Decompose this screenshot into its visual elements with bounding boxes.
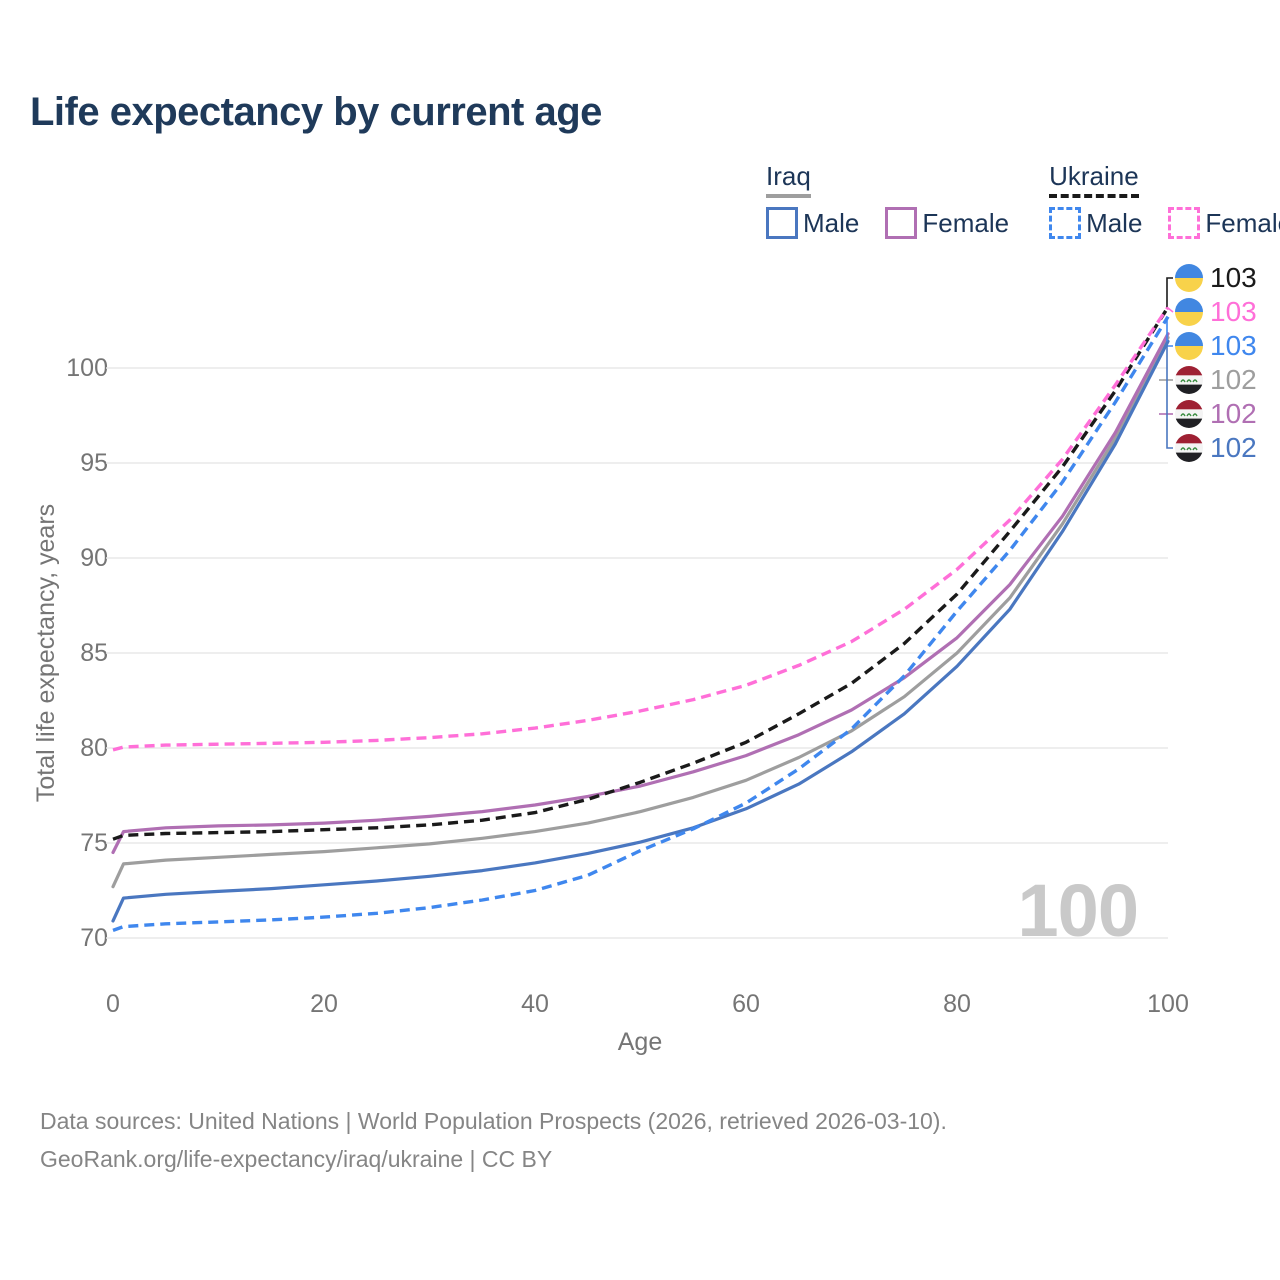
series-line-ukraine-female[interactable]: [112, 306, 1170, 752]
x-tick-label-20: 20: [310, 990, 338, 1018]
page-title: Life expectancy by current age: [30, 90, 602, 134]
end-label-row-ukraine-both-sexes: 103: [1175, 264, 1257, 292]
end-label-connector-1: [1166, 306, 1174, 313]
legend-item-iraq-male[interactable]: Male: [766, 207, 859, 239]
end-label-value: 103: [1210, 262, 1257, 293]
iraq-flag-icon: [1175, 400, 1203, 428]
x-tick-label-40: 40: [521, 990, 549, 1018]
x-axis-title: Age: [617, 1028, 663, 1056]
source-line-2: GeoRank.org/life-expectancy/iraq/ukraine…: [40, 1146, 553, 1172]
legend-country-ukraine[interactable]: Ukraine: [1049, 161, 1139, 198]
iraq-flag-icon: [1175, 366, 1203, 394]
end-label-row-iraq-female: 102: [1175, 400, 1257, 428]
legend-item-ukraine-female[interactable]: Female: [1168, 207, 1280, 239]
ukraine-flag-icon: [1175, 298, 1203, 326]
legend-item-label: Female: [922, 207, 1010, 238]
y-tick-label-95: 95: [80, 449, 108, 477]
iraq-flag-icon: [1175, 434, 1203, 462]
ukraine-flag-icon: [1175, 264, 1203, 292]
end-label-connector-5: [1166, 341, 1173, 449]
end-label-value: 102: [1210, 432, 1257, 463]
legend-item-iraq-female[interactable]: Female: [885, 207, 1009, 239]
source-line-1: Data sources: United Nations | World Pop…: [40, 1108, 947, 1134]
series-line-iraq-both-sexes[interactable]: [111, 336, 1170, 889]
end-label-value: 103: [1210, 296, 1257, 327]
end-label-row-ukraine-male: 103: [1175, 332, 1257, 360]
series-line-ukraine-both-sexes[interactable]: [112, 306, 1170, 841]
y-tick-label-75: 75: [80, 829, 108, 857]
y-tick-label-70: 70: [80, 924, 108, 952]
legend-item-label: Male: [803, 207, 860, 238]
y-tick-label-85: 85: [80, 639, 108, 667]
end-label-value: 102: [1210, 398, 1257, 429]
end-label-row-iraq-both-sexes: 102: [1175, 366, 1257, 394]
series-line-ukraine-male[interactable]: [112, 315, 1170, 932]
ukraine-flag-icon: [1175, 332, 1203, 360]
end-label-row-ukraine-female: 103: [1175, 298, 1257, 326]
series-line-iraq-female[interactable]: [111, 332, 1170, 855]
legend: Iraq Male Female Ukraine Male Female: [766, 161, 1280, 239]
legend-item-label: Female: [1205, 207, 1280, 238]
y-tick-label-100: 100: [66, 354, 108, 382]
x-tick-label-0: 0: [106, 990, 120, 1018]
legend-item-label: Male: [1086, 207, 1143, 238]
end-label-value: 102: [1210, 364, 1257, 395]
legend-group-iraq: Iraq Male Female: [766, 161, 1009, 239]
y-tick-label-90: 90: [80, 544, 108, 572]
legend-swatch-icon: [766, 207, 798, 239]
x-tick-label-60: 60: [732, 990, 760, 1018]
legend-group-ukraine: Ukraine Male Female: [1049, 161, 1280, 239]
legend-swatch-icon: [1168, 207, 1201, 239]
x-tick-label-100: 100: [1147, 990, 1189, 1018]
y-tick-label-80: 80: [80, 734, 108, 762]
series-line-iraq-male[interactable]: [111, 339, 1170, 923]
end-label-row-iraq-male: 102: [1175, 434, 1257, 462]
x-tick-label-80: 80: [943, 990, 971, 1018]
legend-swatch-icon: [1049, 207, 1082, 239]
end-label-connector-0: [1166, 277, 1173, 308]
age-watermark: 100: [1017, 869, 1139, 952]
end-label-value: 103: [1210, 330, 1257, 361]
legend-country-iraq[interactable]: Iraq: [766, 161, 811, 198]
legend-swatch-icon: [885, 207, 918, 239]
legend-item-ukraine-male[interactable]: Male: [1049, 207, 1142, 239]
